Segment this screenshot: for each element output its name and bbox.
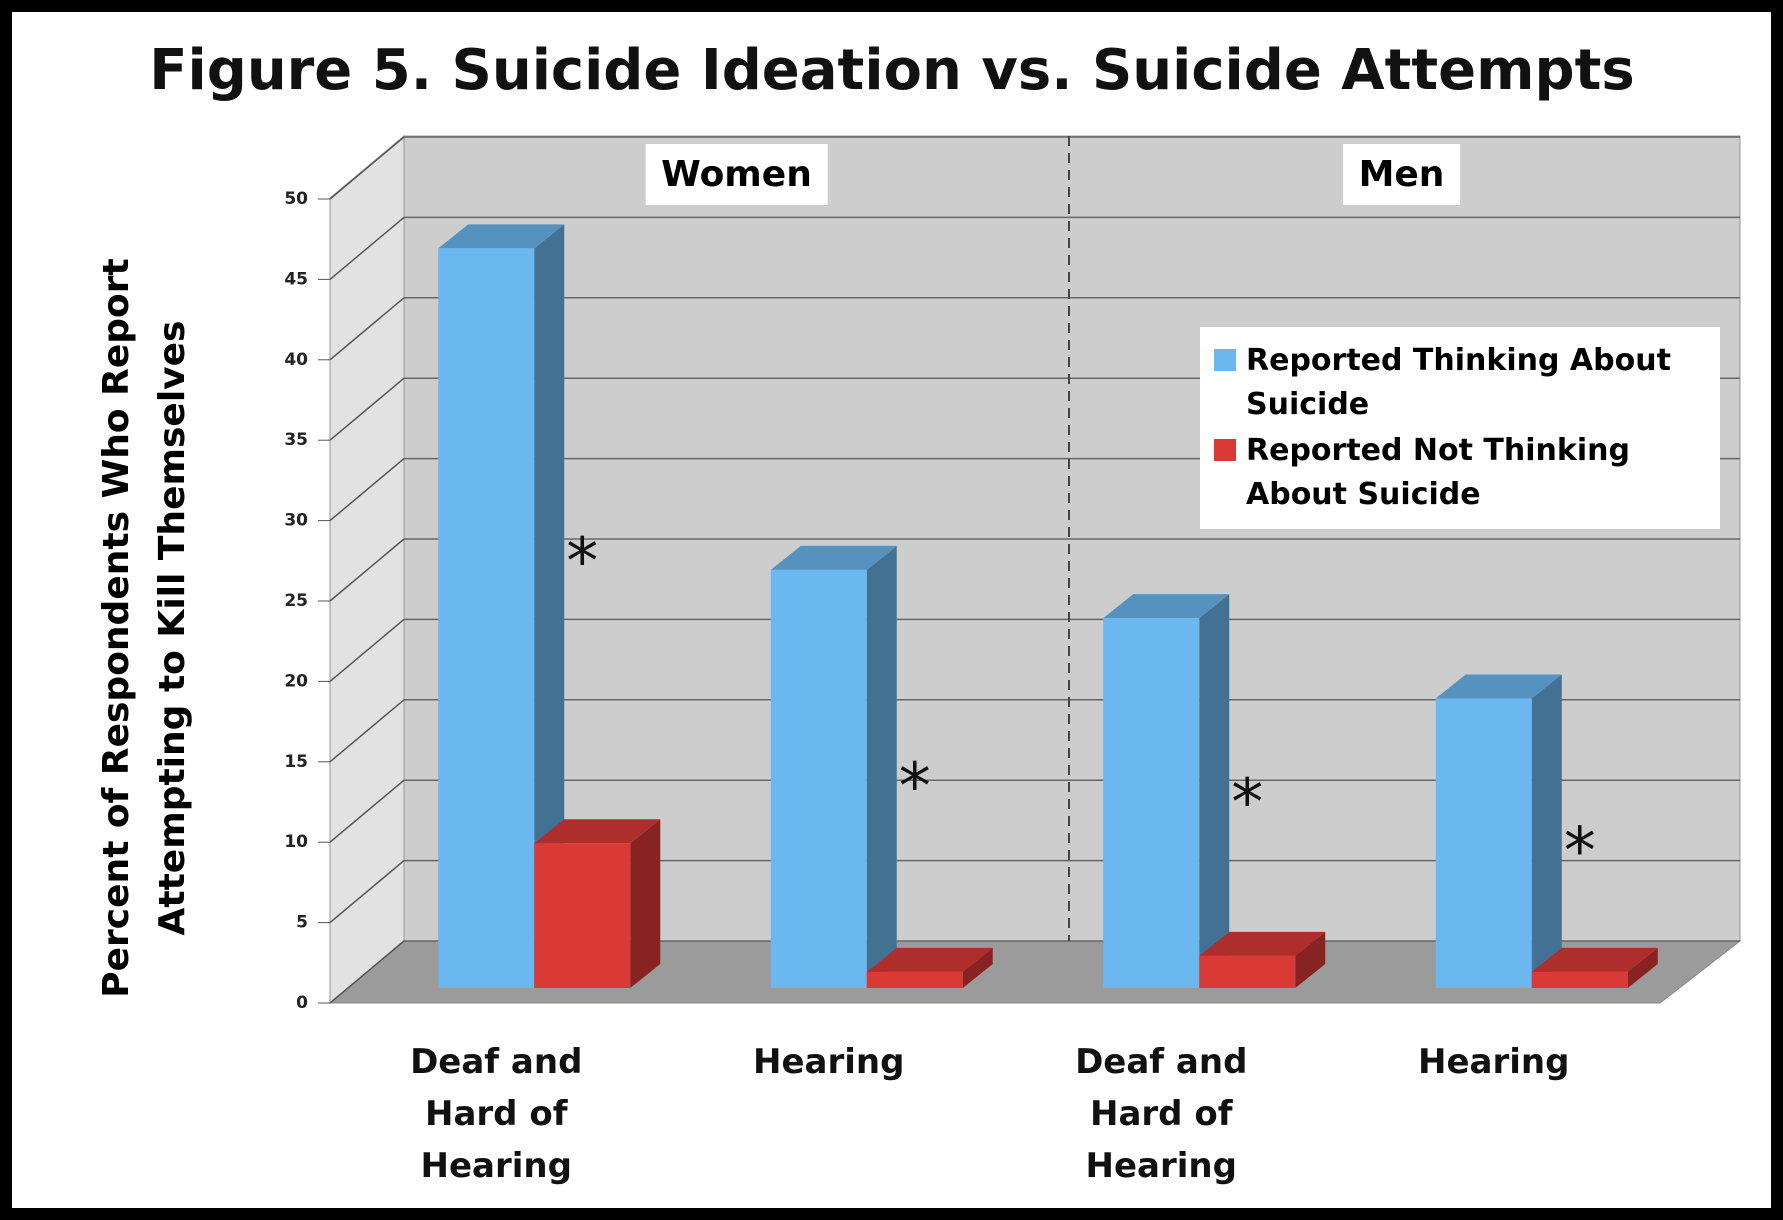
bar-side <box>1295 931 1326 988</box>
bar <box>770 569 867 988</box>
bar-side <box>1199 594 1230 988</box>
legend-entry: Reported Not Thinking About Suicide <box>1214 429 1706 517</box>
group-label: Women <box>645 144 828 205</box>
bar-top <box>1199 931 1326 956</box>
legend: Reported Thinking About Suicide Reported … <box>1200 327 1720 529</box>
legend-label: Reported Thinking About Suicide <box>1246 343 1671 422</box>
chart-title: Figure 5. Suicide Ideation vs. Suicide A… <box>149 38 1634 103</box>
bar-side <box>866 545 897 988</box>
bar-top <box>1103 594 1230 619</box>
bar-side <box>630 819 661 988</box>
grid-line-side <box>329 940 405 1004</box>
annotation: * <box>899 750 931 824</box>
y-tick-label: 40 <box>284 350 308 370</box>
bar <box>1531 971 1628 988</box>
y-tick-label: 25 <box>284 591 308 611</box>
x-tick-label: Deaf and Hard of Hearing <box>1075 1042 1248 1186</box>
bar-top <box>438 224 565 249</box>
y-tick-label: 20 <box>284 671 308 691</box>
grid-line-side <box>329 779 405 843</box>
x-tick-label: Hearing <box>753 1042 905 1082</box>
bar-side <box>962 947 993 988</box>
x-tick-label: Hearing <box>1418 1042 1570 1082</box>
grid-line-side <box>329 618 405 682</box>
bar <box>438 248 535 988</box>
bar-top <box>770 545 897 570</box>
grid-line-side <box>329 136 405 200</box>
bar <box>1103 618 1200 988</box>
chart: Figure 5. Suicide Ideation vs. Suicide A… <box>149 38 1742 1013</box>
grid-line-side <box>329 216 405 280</box>
grid-line-side <box>329 297 405 361</box>
legend-label: Reported Not Thinking About Suicide <box>1246 433 1630 512</box>
group-label: Men <box>1342 144 1461 205</box>
y-tick-label: 5 <box>296 913 308 933</box>
y-tick-label: 10 <box>284 832 308 852</box>
grid-line-side <box>329 699 405 763</box>
y-tick-label: 35 <box>284 430 308 450</box>
bar <box>866 971 963 988</box>
annotation: * <box>566 525 598 599</box>
x-tick-label: Deaf and Hard of Hearing <box>410 1042 583 1186</box>
y-axis-label: Percent of Respondents Who Report Attemp… <box>96 258 193 998</box>
grid-line-side <box>329 377 405 441</box>
legend-swatch <box>1214 439 1236 461</box>
annotation: * <box>1564 815 1596 889</box>
bar-top <box>1531 947 1658 972</box>
bar-top <box>1435 674 1562 699</box>
bar <box>1199 955 1296 988</box>
legend-swatch <box>1214 349 1236 371</box>
bar <box>1435 698 1532 988</box>
bar-top <box>534 819 661 844</box>
y-tick-label: 50 <box>284 189 308 209</box>
bar-side <box>1627 947 1658 988</box>
grid-line-side <box>329 538 405 602</box>
chart-frame: Figure 5. Suicide Ideation vs. Suicide A… <box>12 12 1771 1208</box>
legend-entry: Reported Thinking About Suicide <box>1214 339 1706 427</box>
bar-side <box>1531 674 1562 988</box>
grid-line-side <box>329 860 405 924</box>
y-tick-label: 45 <box>284 269 308 289</box>
y-tick-label: 30 <box>284 511 308 531</box>
grid-line-side <box>329 458 405 522</box>
bar-side <box>534 224 565 988</box>
bar <box>534 843 631 988</box>
annotation: * <box>1231 767 1263 841</box>
y-tick-label: 15 <box>284 752 308 772</box>
y-tick-label: 0 <box>296 993 308 1013</box>
bar-top <box>866 947 993 972</box>
